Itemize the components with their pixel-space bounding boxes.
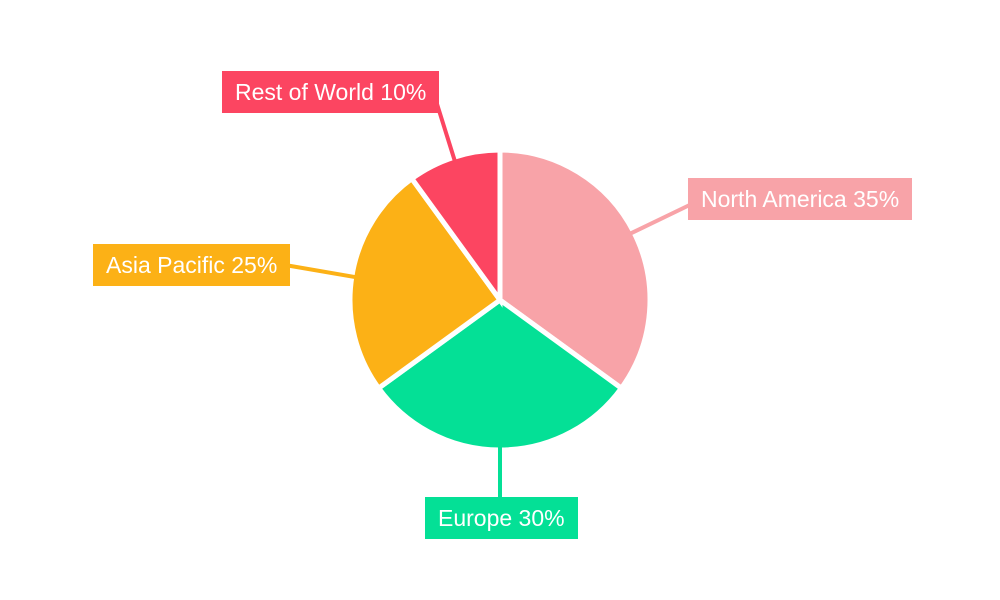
callout-label-asia-pacific: Asia Pacific 25% <box>106 252 278 278</box>
callout-north-america: North America 35% <box>688 178 913 220</box>
callout-asia-pacific: Asia Pacific 25% <box>93 244 291 286</box>
callout-rest-of-world: Rest of World 10% <box>222 71 440 113</box>
callout-label-rest-of-world: Rest of World 10% <box>235 79 427 105</box>
callout-europe: Europe 30% <box>425 497 578 539</box>
leader-line-asia-pacific <box>284 263 357 280</box>
leader-line-rest-of-world <box>435 103 457 162</box>
callout-label-europe: Europe 30% <box>438 505 565 531</box>
callout-label-north-america: North America 35% <box>701 186 900 212</box>
